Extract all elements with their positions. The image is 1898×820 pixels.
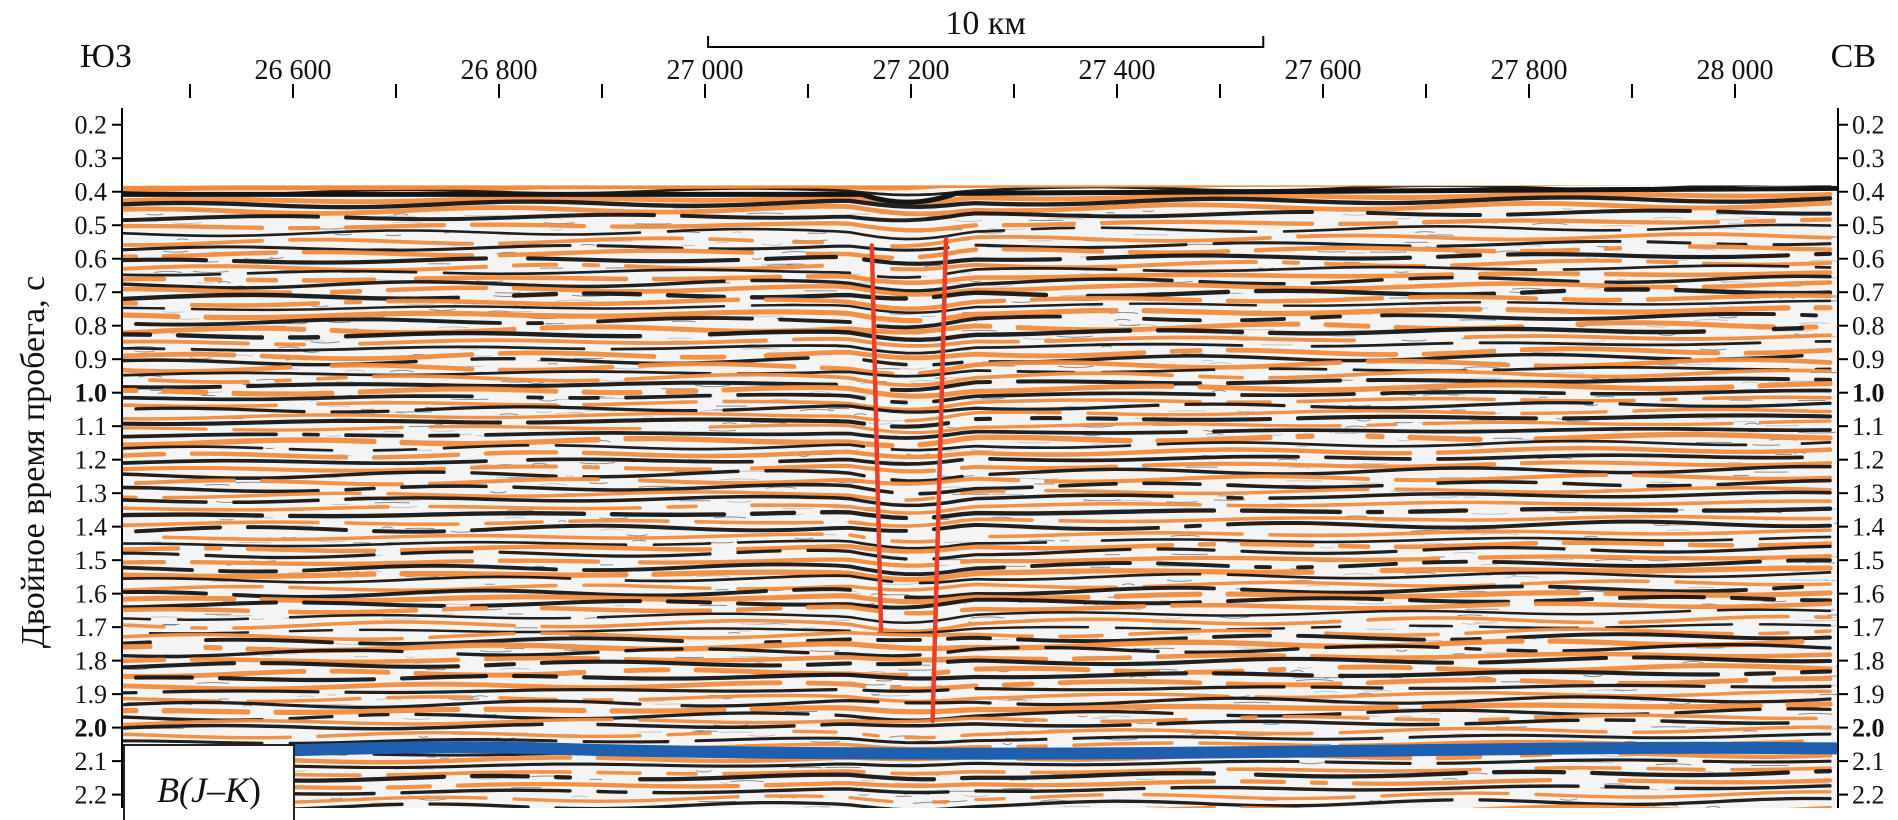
seafloor-black-reflector [122, 185, 1838, 205]
right-axis-tick-label: 0.4 [1852, 178, 1885, 207]
left-axis-tick-label: 0.5 [75, 211, 108, 240]
right-axis-tick-label: 0.5 [1852, 211, 1885, 240]
scale-bar [707, 36, 1265, 48]
left-axis-tick-label: 1.6 [75, 580, 108, 609]
left-axis-tick-label: 1.4 [75, 513, 108, 542]
horizon-b-jk [122, 741, 1838, 761]
left-axis-tick-label: 1.0 [75, 379, 108, 408]
horizon-label-box: B(J–K) [123, 744, 295, 820]
top-axis: 26 600 26 800 27 000 27 200 27 400 27 600 27 8… [188, 55, 1773, 98]
left-axis-tick-label: 0.9 [75, 345, 108, 374]
left-axis-tick-label: 1.9 [75, 680, 108, 709]
left-axis-tick-label: 0.7 [75, 278, 108, 307]
right-axis-tick-label: 2.1 [1852, 747, 1885, 776]
horizon-label: B(J–K) [157, 770, 261, 810]
fault-lines [869, 236, 949, 724]
left-axis-tick-label: 2.0 [75, 714, 108, 743]
right-axis-tick-label: 0.3 [1852, 144, 1885, 173]
right-axis-tick-label: 1.5 [1852, 546, 1885, 575]
top-axis-tick-label: 27 400 [1078, 55, 1155, 86]
left-axis-tick-label: 0.6 [75, 245, 108, 274]
right-axis-tick-label: 0.9 [1852, 345, 1885, 374]
scale-bar-label: 10 км [945, 5, 1026, 42]
left-axis-tick-label: 1.8 [75, 647, 108, 676]
right-axis-tick-label: 0.2 [1852, 111, 1885, 140]
left-axis-tick-label: 2.1 [75, 747, 108, 776]
left-axis-tick-label: 1.1 [75, 412, 108, 441]
left-time-axis: 0.2 0.3 0.4 0.5 0.6 0.7 0.8 0.9 1.0 1.1 1.2 1.3 1.4 1… [75, 108, 123, 810]
direction-label-southwest: ЮЗ [80, 38, 132, 75]
right-axis-tick-label: 0.7 [1852, 278, 1885, 307]
right-axis-tick-label: 1.1 [1852, 412, 1885, 441]
left-axis-tick-label: 0.2 [75, 111, 108, 140]
right-axis-tick-label: 2.2 [1852, 781, 1885, 810]
top-axis-tick-label: 26 800 [460, 55, 537, 86]
right-axis-tick-label: 1.8 [1852, 647, 1885, 676]
right-axis-tick-label: 2.0 [1852, 714, 1885, 743]
top-axis-tick-label: 27 600 [1284, 55, 1361, 86]
right-axis-tick-label: 1.6 [1852, 580, 1885, 609]
right-axis-tick-label: 1.2 [1852, 446, 1885, 475]
right-axis-tick-label: 1.7 [1852, 613, 1885, 642]
top-axis-tick-label: 26 600 [254, 55, 331, 86]
right-axis-tick-label: 1.0 [1852, 379, 1885, 408]
fault-line-1 [869, 243, 884, 633]
left-axis-tick-label: 1.2 [75, 446, 108, 475]
y-axis-label: Двойное время пробега, с [15, 276, 52, 648]
right-time-axis: 0.2 0.3 0.4 0.5 0.6 0.7 0.8 0.9 1.0 1.1 1.2 1.3 1.4 1… [1837, 108, 1885, 810]
right-axis-tick-label: 0.8 [1852, 312, 1885, 341]
top-axis-tick-label: 27 200 [872, 55, 949, 86]
left-axis-tick-label: 2.2 [75, 781, 108, 810]
right-axis-tick-label: 1.9 [1852, 680, 1885, 709]
top-axis-tick-label: 27 800 [1490, 55, 1567, 86]
right-axis-tick-label: 1.4 [1852, 513, 1885, 542]
direction-label-northeast: СВ [1831, 38, 1876, 75]
fault-line-2 [930, 236, 949, 724]
seismic-reflectors [122, 108, 1838, 808]
left-axis-tick-label: 0.8 [75, 312, 108, 341]
seismic-section-panel [122, 108, 1838, 808]
left-axis-tick-label: 1.3 [75, 479, 108, 508]
right-axis-tick-label: 0.6 [1852, 245, 1885, 274]
left-axis-tick-label: 1.7 [75, 613, 108, 642]
left-axis-tick-label: 0.3 [75, 144, 108, 173]
right-axis-tick-label: 1.3 [1852, 479, 1885, 508]
top-axis-tick-label: 28 000 [1696, 55, 1773, 86]
left-axis-tick-label: 0.4 [75, 178, 108, 207]
top-axis-tick-label: 27 000 [666, 55, 743, 86]
left-axis-tick-label: 1.5 [75, 546, 108, 575]
